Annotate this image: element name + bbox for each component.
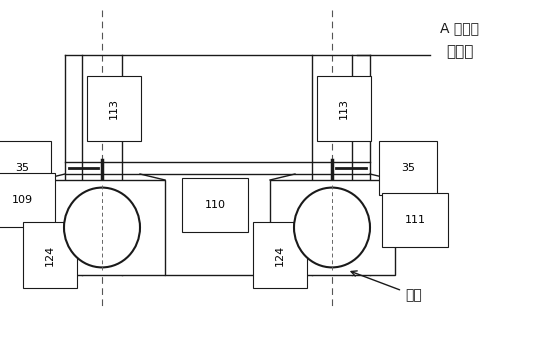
Text: 光顶紧: 光顶紧 xyxy=(446,45,474,60)
Bar xyxy=(270,180,395,275)
Text: 124: 124 xyxy=(275,244,285,266)
Text: 35: 35 xyxy=(401,163,415,173)
Bar xyxy=(40,180,165,275)
Text: 坡口: 坡口 xyxy=(351,271,422,302)
Text: 111: 111 xyxy=(404,215,426,225)
Text: 124: 124 xyxy=(45,244,55,266)
Ellipse shape xyxy=(64,188,140,267)
Text: 113: 113 xyxy=(339,98,349,119)
Text: 35: 35 xyxy=(15,163,29,173)
Text: A 平面磨: A 平面磨 xyxy=(441,21,479,35)
Ellipse shape xyxy=(294,188,370,267)
Text: 113: 113 xyxy=(109,98,119,119)
Text: 109: 109 xyxy=(11,195,32,205)
Text: 110: 110 xyxy=(204,200,226,210)
